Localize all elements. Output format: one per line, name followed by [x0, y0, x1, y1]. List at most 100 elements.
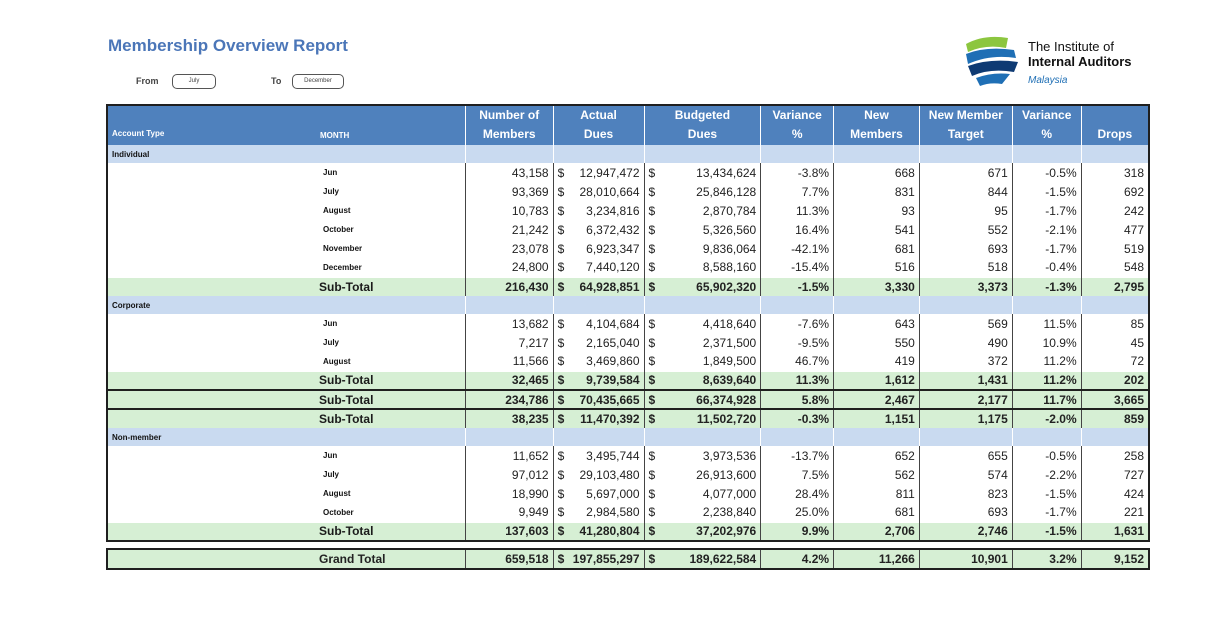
- currency-symbol: $: [648, 524, 656, 539]
- variance-2-header-line-2: %: [1041, 127, 1053, 141]
- cell-value: 85: [1080, 314, 1150, 333]
- cell-value: 1,175: [918, 408, 1013, 428]
- cell-value: 9,152: [1080, 548, 1150, 570]
- cell-value: -15.4%: [760, 258, 834, 277]
- total-label: Sub-Total: [105, 389, 466, 409]
- cell-value: 318: [1080, 163, 1150, 182]
- cell-value: 10,901: [918, 548, 1013, 570]
- total-label: Sub-Total: [105, 276, 466, 296]
- account-type-header-label: Account Type: [112, 129, 165, 138]
- cell-value: 692: [1080, 182, 1150, 201]
- cell-value: 189,622,584: [689, 552, 757, 566]
- table-row: October 9,949 $2,984,580 $2,238,840 25.0% 681…: [105, 503, 1150, 522]
- cell-value: 3,234,816: [586, 203, 640, 218]
- cell-value: 671: [918, 163, 1013, 182]
- variance-header-line-1: Variance: [772, 108, 822, 122]
- section-cell: [464, 428, 554, 446]
- account-type-label: Non-member: [105, 428, 466, 446]
- cell-value: 562: [833, 465, 920, 484]
- table-row: July 93,369 $28,010,664 $25,846,128 7.7% 831 8…: [105, 182, 1150, 201]
- cell-value: 9,949: [464, 503, 554, 522]
- variance-header-line-2: %: [791, 127, 803, 141]
- budgeted-dues-cell: $26,913,600: [643, 465, 761, 484]
- section-cell: [464, 296, 554, 314]
- actual-dues-cell: $29,103,480: [552, 465, 645, 484]
- table-row: August 10,783 $3,234,816 $2,870,784 11.3% 93 9…: [105, 201, 1150, 220]
- month-label: December: [105, 258, 466, 277]
- grand-total-row: Grand Total 659,518 $197,855,297 $189,622,5…: [105, 548, 1150, 570]
- cell-value: 844: [918, 182, 1013, 201]
- currency-symbol: $: [648, 354, 656, 369]
- cell-value: 9.9%: [760, 521, 834, 541]
- currency-symbol: $: [557, 260, 565, 275]
- table-row: Jun 11,652 $3,495,744 $3,973,536 -13.7% 652 65…: [105, 446, 1150, 465]
- cell-value: 5,697,000: [586, 486, 640, 501]
- month-label: November: [105, 239, 466, 258]
- actual-dues-cell: $3,469,860: [552, 352, 645, 371]
- section-cell: [918, 428, 1013, 446]
- cell-value: 3,495,744: [586, 448, 640, 463]
- cell-value: 32,465: [464, 370, 554, 390]
- from-label: From: [136, 76, 159, 86]
- cell-value: 4,418,640: [702, 316, 757, 331]
- cell-value: 372: [918, 352, 1013, 371]
- section-row: Corporate: [105, 296, 1150, 314]
- budgeted-dues-cell: $25,846,128: [643, 182, 761, 201]
- cell-value: 811: [833, 484, 920, 503]
- subtotal-row: Sub-Total 38,235 $11,470,392 $11,502,720 -0.…: [105, 408, 1150, 428]
- section-cell: [760, 145, 834, 163]
- cell-value: 45: [1080, 333, 1150, 352]
- cell-value: 11.5%: [1011, 314, 1082, 333]
- table-row: Jun 43,158 $12,947,472 $13,434,624 -3.8% 668 6…: [105, 163, 1150, 182]
- cell-value: 97,012: [464, 465, 554, 484]
- cell-value: 8,639,640: [702, 373, 757, 388]
- budgeted-dues-cell: $13,434,624: [643, 163, 761, 182]
- budgeted-dues-cell: $8,588,160: [643, 258, 761, 277]
- report-title: Membership Overview Report: [108, 36, 348, 55]
- cell-value: 28,010,664: [579, 184, 640, 199]
- budgeted-dues-cell: $9,836,064: [643, 239, 761, 258]
- actual-dues-cell: $3,495,744: [552, 446, 645, 465]
- spacer-cell: [107, 540, 1149, 549]
- cell-value: 28.4%: [760, 484, 834, 503]
- actual-dues-cell: $6,372,432: [552, 220, 645, 239]
- section-cell: [1011, 296, 1082, 314]
- cell-value: 519: [1080, 239, 1150, 258]
- cell-value: 569: [918, 314, 1013, 333]
- cell-value: -0.5%: [1011, 446, 1082, 465]
- cell-value: 643: [833, 314, 920, 333]
- cell-value: 693: [918, 239, 1013, 258]
- cell-value: 6,372,432: [586, 222, 640, 237]
- spacer-row: [107, 540, 1149, 549]
- cell-value: 5.8%: [760, 389, 834, 409]
- budgeted-dues-header-line-2: Dues: [687, 127, 718, 141]
- currency-symbol: $: [648, 260, 656, 275]
- section-cell: [760, 296, 834, 314]
- currency-symbol: $: [648, 184, 656, 199]
- variance-2-header-line-1: Variance: [1022, 108, 1072, 122]
- cell-value: 1,612: [833, 370, 920, 390]
- cell-value: 6,923,347: [586, 241, 640, 256]
- from-month-select[interactable]: July: [172, 74, 216, 89]
- currency-symbol: $: [648, 505, 656, 520]
- cell-value: -1.7%: [1011, 239, 1082, 258]
- cell-value: 3,469,860: [586, 354, 640, 369]
- cell-value: -9.5%: [760, 333, 834, 352]
- cell-value: 11,470,392: [580, 412, 640, 426]
- actual-dues-cell: $197,855,297: [552, 548, 645, 570]
- cell-value: 2,706: [833, 521, 920, 541]
- month-label: Jun: [105, 314, 466, 333]
- actual-dues-cell: $11,470,392: [552, 408, 645, 428]
- cell-value: 64,928,851: [579, 279, 640, 294]
- month-label: Jun: [105, 446, 466, 465]
- section-cell: [1080, 145, 1150, 163]
- currency-symbol: $: [557, 165, 565, 180]
- to-month-select[interactable]: December: [292, 74, 344, 89]
- membership-table: Account Type MONTH Number of Members Actua…: [105, 104, 1150, 570]
- cell-value: 2,984,580: [586, 505, 640, 520]
- currency-symbol: $: [648, 486, 656, 501]
- cell-value: 552: [918, 220, 1013, 239]
- account-type-label: Corporate: [105, 296, 466, 314]
- cell-value: -1.7%: [1011, 201, 1082, 220]
- subtotal-row: Sub-Total 32,465 $9,739,584 $8,639,640 11.3%…: [105, 370, 1150, 390]
